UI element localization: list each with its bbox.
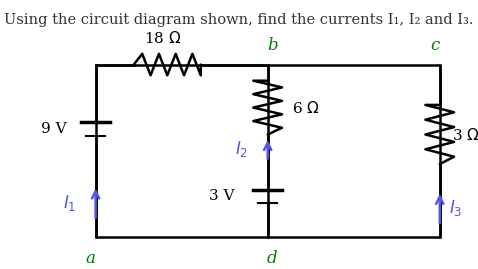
Text: 3 V: 3 V — [209, 189, 234, 203]
Text: 6 $\Omega$: 6 $\Omega$ — [292, 100, 319, 116]
Text: 18 $\Omega$: 18 $\Omega$ — [144, 30, 181, 46]
Text: $I_3$: $I_3$ — [449, 199, 463, 218]
Text: b: b — [267, 37, 278, 54]
Text: 3 $\Omega$: 3 $\Omega$ — [452, 126, 478, 143]
Text: $I_1$: $I_1$ — [63, 193, 76, 213]
Text: a: a — [86, 250, 96, 267]
Text: c: c — [430, 37, 440, 54]
Text: d: d — [267, 250, 278, 267]
Text: Using the circuit diagram shown, find the currents I₁, I₂ and I₃.: Using the circuit diagram shown, find th… — [4, 13, 474, 27]
Text: 9 V: 9 V — [41, 122, 67, 136]
Text: $I_2$: $I_2$ — [235, 139, 249, 159]
